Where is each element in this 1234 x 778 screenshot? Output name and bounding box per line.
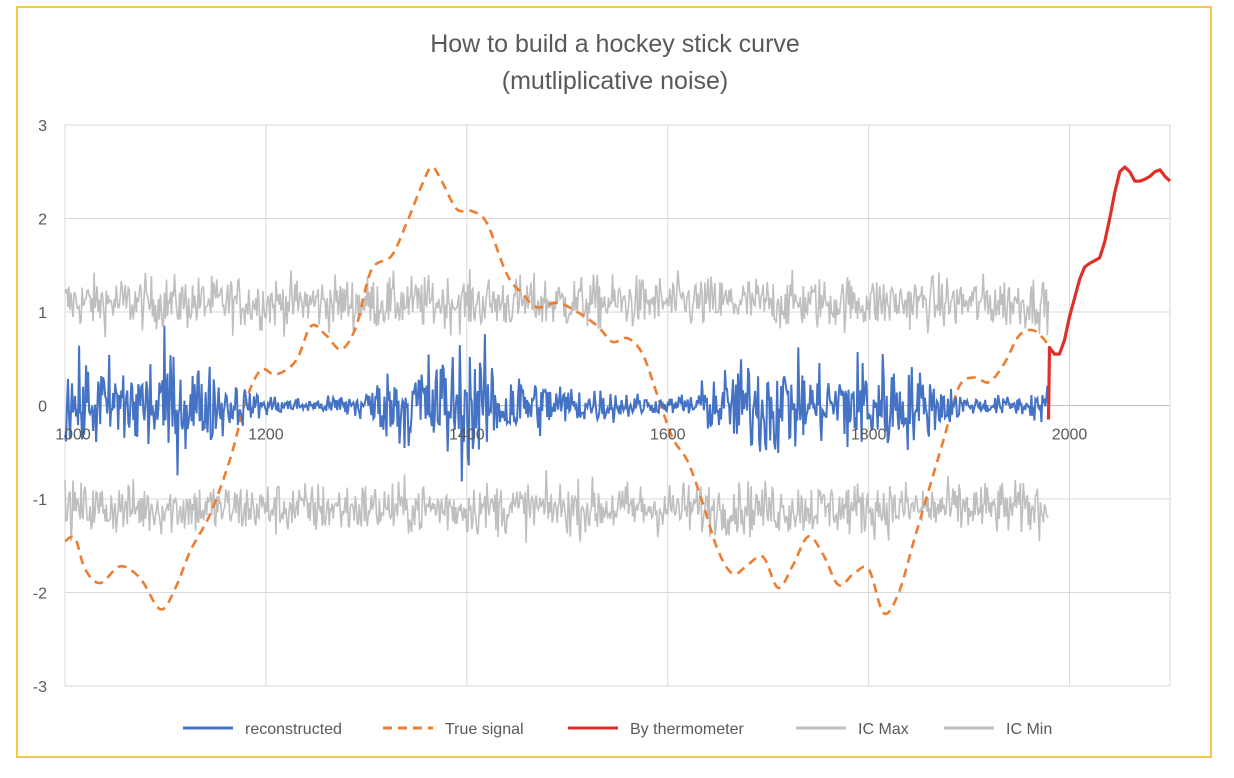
legend-label: IC Max bbox=[858, 721, 909, 738]
y-tick-label: -1 bbox=[33, 492, 47, 509]
y-tick-label: 3 bbox=[38, 118, 47, 135]
x-tick-label: 1000 bbox=[55, 427, 91, 444]
chart-subtitle: (mutliplicative noise) bbox=[502, 67, 728, 95]
y-tick-label: 1 bbox=[38, 305, 47, 322]
x-tick-label: 1800 bbox=[851, 427, 887, 444]
legend: reconstructed True signal By thermometer IC… bbox=[183, 721, 1052, 738]
x-tick-label: 1400 bbox=[449, 427, 485, 444]
x-tick-label: 1600 bbox=[650, 427, 686, 444]
y-tick-label: 2 bbox=[38, 212, 47, 229]
ic-min-series-line bbox=[64, 470, 1049, 543]
legend-label: By thermometer bbox=[630, 721, 744, 738]
by-thermometer-series-line bbox=[1046, 165, 1172, 420]
series-group bbox=[64, 165, 1172, 616]
y-tick-label: 0 bbox=[38, 399, 47, 416]
legend-label: reconstructed bbox=[245, 721, 342, 738]
x-axis: 1000 1200 1400 1600 1800 2000 bbox=[55, 427, 1087, 444]
legend-label: True signal bbox=[445, 721, 524, 738]
y-tick-label: -3 bbox=[33, 679, 47, 696]
y-axis-ticks: 3 2 1 0 -1 -2 -3 bbox=[33, 118, 47, 696]
ic-max-series-line bbox=[64, 268, 1050, 338]
true-signal-series-line bbox=[64, 165, 1050, 616]
x-tick-label: 2000 bbox=[1052, 427, 1088, 444]
x-tick-label: 1200 bbox=[248, 427, 284, 444]
y-tick-label: -2 bbox=[33, 586, 47, 603]
reconstructed-series-line bbox=[64, 325, 1050, 482]
chart-title: How to build a hockey stick curve bbox=[430, 30, 800, 58]
chart-frame bbox=[16, 6, 1212, 758]
legend-label: IC Min bbox=[1006, 721, 1052, 738]
